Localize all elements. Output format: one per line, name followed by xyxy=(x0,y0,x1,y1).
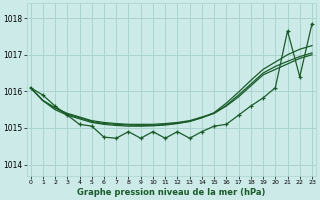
X-axis label: Graphe pression niveau de la mer (hPa): Graphe pression niveau de la mer (hPa) xyxy=(77,188,266,197)
